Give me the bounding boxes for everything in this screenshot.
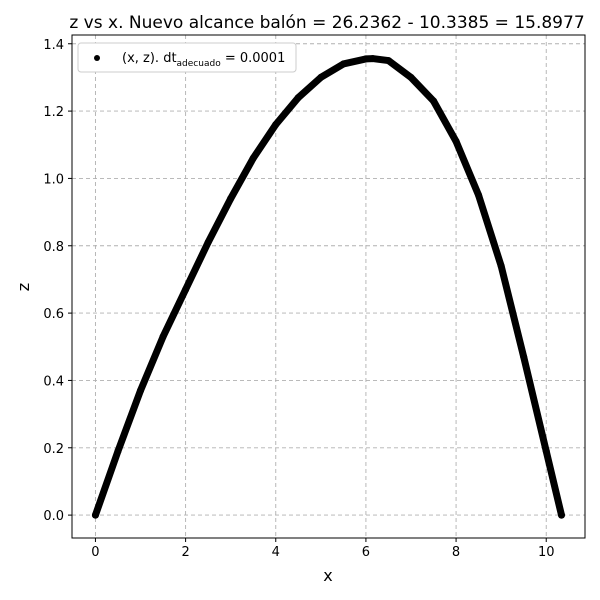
x-tick-label: 2 [181, 545, 189, 560]
data-point [227, 195, 235, 203]
legend-marker [94, 55, 100, 61]
data-point [520, 353, 528, 361]
legend-box [77, 42, 297, 73]
legend-label-tail: = 0.0001 [221, 51, 286, 66]
data-point [294, 94, 302, 102]
y-tick-label: 1.0 [43, 172, 64, 187]
data-point [159, 333, 167, 341]
data-point [317, 73, 325, 81]
y-tick-label: 0.4 [43, 374, 64, 389]
y-tick-label: 0.8 [43, 240, 64, 255]
data-point [430, 97, 438, 105]
y-axis-label: z [14, 283, 33, 291]
data-point [339, 60, 347, 68]
x-tick-label: 8 [452, 545, 460, 560]
x-tick-label: 6 [362, 545, 370, 560]
legend-label: (x, z). dtadecuado = 0.0001 [122, 51, 285, 69]
grid [72, 35, 585, 538]
x-tick-label: 4 [272, 545, 280, 560]
data-point [272, 121, 280, 129]
data-point [182, 286, 190, 294]
data-point [369, 55, 377, 63]
data-point [384, 57, 392, 65]
x-tick-label: 0 [91, 545, 99, 560]
data-point [452, 137, 460, 145]
plot-frame [71, 34, 586, 539]
data-point [407, 73, 415, 81]
data-point [204, 238, 212, 246]
data-point [497, 262, 505, 270]
series-layer [91, 55, 565, 519]
ticks: 0 2 4 6 8 10 0.0 0.2 0.4 0.6 0.8 1.0 1.2 1.4 [43, 38, 554, 560]
data-point [362, 55, 370, 63]
x-tick-label: 10 [538, 545, 555, 560]
legend-label-main: (x, z). dt [122, 51, 177, 66]
legend: (x, z). dtadecuado = 0.0001 [77, 42, 297, 73]
y-tick-label: 0.6 [43, 307, 64, 322]
y-tick-label: 0.2 [43, 442, 64, 457]
data-point [557, 511, 565, 519]
y-tick-label: 1.2 [43, 105, 64, 120]
data-point [137, 387, 145, 395]
y-tick-label: 0.0 [43, 509, 64, 524]
x-axis-label: x [323, 566, 332, 585]
chart-title: z vs x. Nuevo alcance balón = 26.2362 - … [69, 13, 584, 33]
y-tick-label: 1.4 [43, 38, 64, 53]
legend-label-subscript: adecuado [177, 59, 222, 69]
data-point [91, 511, 99, 519]
data-point [249, 154, 257, 162]
data-point [542, 447, 550, 455]
data-point [475, 191, 483, 199]
data-point [114, 447, 122, 455]
